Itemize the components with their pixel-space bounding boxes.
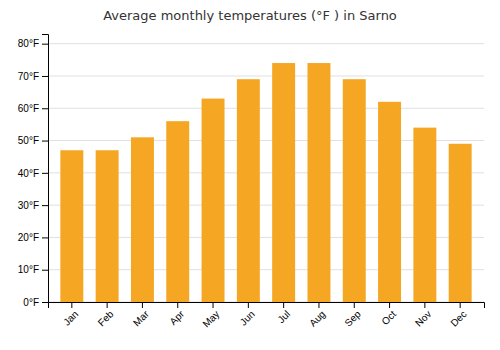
grid-line bbox=[48, 43, 484, 44]
y-tick-label: 20°F bbox=[18, 232, 39, 243]
x-tick-mark bbox=[318, 302, 319, 308]
x-tick-mark bbox=[71, 302, 72, 308]
x-tick-label: Mar bbox=[131, 308, 151, 328]
x-tick-mark bbox=[248, 302, 249, 308]
y-axis-line bbox=[42, 35, 49, 303]
bar bbox=[202, 99, 225, 302]
x-tick-label: Sep bbox=[342, 308, 363, 329]
bar bbox=[166, 121, 189, 302]
y-tick: 70°F bbox=[18, 71, 48, 82]
x-tick-label: Oct bbox=[379, 308, 398, 327]
x-tick: Sep bbox=[342, 302, 363, 329]
grid-line bbox=[48, 108, 484, 109]
bar bbox=[131, 137, 154, 302]
x-tick: Apr bbox=[167, 302, 186, 327]
x-tick-mark bbox=[424, 302, 425, 308]
y-tick: 30°F bbox=[18, 200, 48, 211]
y-tick: 10°F bbox=[18, 264, 48, 275]
y-tick: 40°F bbox=[18, 168, 48, 179]
y-tick-mark bbox=[42, 76, 48, 77]
y-tick: 60°F bbox=[18, 103, 48, 114]
x-tick: Jan bbox=[61, 302, 80, 328]
y-tick-mark bbox=[42, 44, 48, 45]
x-tick-label: Nov bbox=[413, 308, 433, 328]
y-tick: 0°F bbox=[23, 297, 48, 308]
y-tick-mark bbox=[42, 205, 48, 206]
y-tick: 20°F bbox=[18, 232, 48, 243]
x-tick-label: Feb bbox=[96, 308, 116, 328]
x-tick: Feb bbox=[96, 302, 116, 328]
x-tick: Nov bbox=[413, 302, 433, 329]
bar bbox=[272, 63, 295, 302]
y-axis: 0°F 10°F 20°F 30°F 40°F 50°F 60°F 70°F 80°F bbox=[18, 35, 49, 308]
x-tick-mark bbox=[177, 302, 178, 308]
bar bbox=[449, 144, 472, 302]
x-tick: Dec bbox=[448, 302, 468, 329]
x-tick-label: May bbox=[200, 308, 221, 329]
x-tick-mark bbox=[283, 302, 284, 308]
bar bbox=[237, 79, 260, 302]
title: Average monthly temperatures (°F ) in Sa… bbox=[103, 8, 397, 23]
chart: Average monthly temperatures (°F ) in Sa… bbox=[0, 0, 500, 350]
x-tick-mark bbox=[107, 302, 108, 308]
y-tick-label: 50°F bbox=[18, 135, 39, 146]
y-tick-label: 70°F bbox=[18, 71, 39, 82]
bar bbox=[60, 150, 83, 302]
y-tick: 50°F bbox=[18, 135, 48, 146]
x-tick-mark bbox=[460, 302, 461, 308]
bars bbox=[60, 63, 471, 302]
grid bbox=[48, 44, 484, 302]
x-tick: Aug bbox=[307, 302, 327, 329]
y-tick-mark bbox=[42, 302, 48, 303]
plot: 0°F 10°F 20°F 30°F 40°F 50°F 60°F 70°F 80°F Jan Fe… bbox=[18, 35, 485, 330]
y-tick-mark bbox=[42, 173, 48, 174]
y-tick-label: 10°F bbox=[18, 264, 39, 275]
y-tick-label: 30°F bbox=[18, 200, 39, 211]
bar bbox=[343, 79, 366, 302]
x-tick-label: Jan bbox=[61, 308, 80, 327]
grid-line bbox=[48, 75, 484, 76]
x-tick-label: Dec bbox=[448, 308, 468, 328]
x-tick: Oct bbox=[379, 302, 398, 327]
bar bbox=[413, 128, 436, 302]
x-tick-label: Aug bbox=[307, 308, 327, 328]
x-axis: Jan Feb Mar Apr May Jun Jul Aug Sep Oct Nov Dec bbox=[49, 302, 485, 330]
y-tick-label: 0°F bbox=[23, 297, 39, 308]
x-tick: Jul bbox=[275, 302, 292, 325]
x-tick-label: Jun bbox=[238, 308, 257, 327]
x-tick-label: Jul bbox=[275, 308, 292, 325]
y-tick-label: 40°F bbox=[18, 168, 39, 179]
y-tick-label: 80°F bbox=[18, 38, 39, 49]
x-tick: Mar bbox=[131, 302, 151, 328]
y-tick-mark bbox=[42, 141, 48, 142]
y-tick-mark bbox=[42, 237, 48, 238]
bar bbox=[307, 63, 330, 302]
x-tick-mark bbox=[142, 302, 143, 308]
y-tick-mark bbox=[42, 270, 48, 271]
x-tick-mark bbox=[389, 302, 390, 308]
y-tick-label: 60°F bbox=[18, 103, 39, 114]
x-axis-line bbox=[49, 303, 485, 309]
x-tick: Jun bbox=[238, 302, 257, 328]
y-tick-mark bbox=[42, 108, 48, 109]
x-tick: May bbox=[200, 302, 221, 330]
x-tick-mark bbox=[213, 302, 214, 308]
bar bbox=[378, 102, 401, 302]
x-tick-label: Apr bbox=[167, 308, 186, 327]
x-tick-mark bbox=[354, 302, 355, 308]
y-tick: 80°F bbox=[18, 38, 48, 49]
bar bbox=[96, 150, 119, 302]
